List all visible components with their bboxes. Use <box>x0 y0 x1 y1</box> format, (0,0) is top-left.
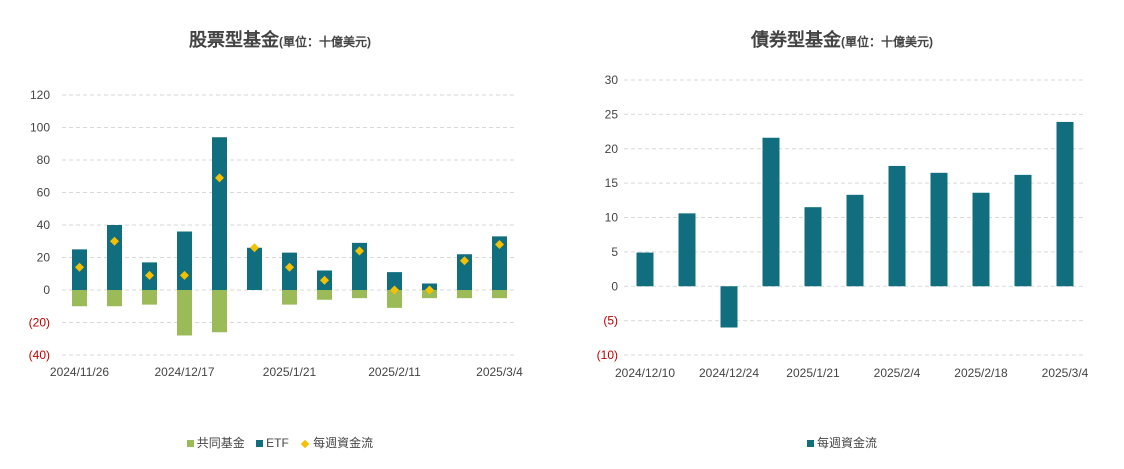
bond-y-tick-label: 0 <box>611 279 618 293</box>
equity-bar-mutual-fund <box>352 290 367 299</box>
equity-bar-mutual-fund <box>142 290 157 305</box>
bond-chart-unit: (單位：十億美元) <box>841 35 933 49</box>
bond-y-tick-label: 20 <box>605 142 619 156</box>
bond-y-tick-label: 10 <box>605 211 619 225</box>
equity-bar-etf <box>107 225 122 290</box>
bond-bar-weekly-flow <box>636 252 654 287</box>
equity-x-tick-label: 2024/11/26 <box>50 365 109 379</box>
bond-x-tick-label: 2025/2/4 <box>874 366 921 380</box>
bond-x-tick-label: 2025/2/18 <box>954 366 1008 380</box>
bond-y-tick-label: (5) <box>603 314 618 328</box>
legend-label-bond-weekly-flow: 每週資金流 <box>816 436 877 450</box>
equity-bar-etf <box>387 272 402 290</box>
equity-y-tick-label: 80 <box>37 153 51 167</box>
mutual-fund-swatch <box>186 440 194 448</box>
bond-x-tick-label: 2025/1/21 <box>786 366 840 380</box>
bond-weekly-flow-swatch <box>806 440 814 448</box>
weekly-flow-diamond-swatch <box>300 439 310 449</box>
equity-chart-unit: (單位：十億美元) <box>279 35 371 49</box>
equity-bar-etf <box>177 231 192 290</box>
equity-marker-weekly-flow <box>495 240 504 249</box>
bond-y-tick-label: (10) <box>597 348 618 362</box>
equity-x-tick-label: 2025/3/4 <box>476 365 523 379</box>
bond-y-tick-label: 25 <box>605 107 619 121</box>
equity-y-tick-label: 40 <box>37 218 51 232</box>
equity-x-tick-label: 2024/12/17 <box>154 365 214 379</box>
legend-item-mutual-fund: 共同基金 <box>186 434 245 451</box>
legend-label-etf: ETF <box>266 435 289 450</box>
equity-bar-mutual-fund <box>492 290 507 299</box>
bond-x-tick-label: 2024/12/10 <box>615 366 675 380</box>
equity-y-tick-label: 60 <box>37 186 51 200</box>
bond-bar-weekly-flow <box>888 165 906 287</box>
bond-bar-weekly-flow <box>1014 174 1032 287</box>
legend-item-bond-weekly-flow: 每週資金流 <box>806 434 877 451</box>
equity-fund-chart-panel: 股票型基金(單位：十億美元) (40) (20) 0 20 40 60 80 100 120 20… <box>0 0 560 469</box>
bond-bar-weekly-flow <box>846 194 864 287</box>
equity-marker-weekly-flow <box>110 236 119 246</box>
equity-y-tick-label: (40) <box>29 348 50 362</box>
equity-bar-mutual-fund <box>317 290 332 300</box>
equity-marker-weekly-flow <box>355 246 364 256</box>
legend-item-weekly-flow: 每週資金流 <box>300 434 373 451</box>
bond-x-tick-label: 2025/3/4 <box>1042 366 1089 380</box>
equity-chart-plot: (40) (20) 0 20 40 60 80 100 120 2024/11/26 2024/12… <box>29 88 524 379</box>
equity-bar-mutual-fund <box>457 290 472 299</box>
equity-bar-etf <box>352 242 367 290</box>
bond-bar-weekly-flow <box>720 286 738 328</box>
bond-chart-legend: 每週資金流 <box>560 434 1124 451</box>
bond-chart-title-text: 債券型基金 <box>751 30 841 50</box>
bond-y-tick-label: 15 <box>605 176 619 190</box>
legend-label-mutual-fund: 共同基金 <box>196 436 245 450</box>
equity-bar-etf <box>492 236 507 290</box>
bond-bar-weekly-flow <box>678 213 696 287</box>
equity-bar-mutual-fund <box>177 290 192 336</box>
equity-marker-weekly-flow <box>75 262 84 272</box>
equity-x-tick-label: 2025/2/11 <box>368 365 421 379</box>
equity-marker-weekly-flow <box>320 275 329 285</box>
bond-fund-chart-panel: 債券型基金(單位：十億美元) (10) (5) 0 5 10 15 20 25 30 2024/1… <box>560 0 1124 469</box>
equity-y-tick-label: 100 <box>30 121 50 135</box>
equity-y-tick-label: 20 <box>37 251 51 265</box>
etf-swatch <box>256 439 264 447</box>
equity-bar-mutual-fund <box>72 290 87 307</box>
bond-x-tick-label: 2024/12/24 <box>699 366 759 380</box>
equity-bar-mutual-fund <box>212 290 227 333</box>
equity-bar-mutual-fund <box>282 290 297 305</box>
bond-chart-title: 債券型基金(單位：十億美元) <box>560 26 1124 52</box>
bond-bar-weekly-flow <box>972 192 990 287</box>
equity-y-tick-label: (20) <box>29 316 50 330</box>
equity-marker-weekly-flow <box>460 256 469 266</box>
equity-bar-etf <box>457 254 472 290</box>
equity-marker-weekly-flow <box>145 270 154 280</box>
equity-chart-title: 股票型基金(單位：十億美元) <box>0 26 560 52</box>
equity-marker-weekly-flow <box>285 262 294 272</box>
equity-marker-weekly-flow <box>425 285 434 295</box>
equity-bar-etf <box>212 137 227 290</box>
equity-y-tick-label: 120 <box>30 88 50 102</box>
equity-marker-weekly-flow <box>180 270 189 280</box>
bond-chart-plot: (10) (5) 0 5 10 15 20 25 30 2024/12/10 2024/12/24 2… <box>597 73 1089 380</box>
equity-bar-mutual-fund <box>107 290 122 307</box>
equity-bar-mutual-fund <box>387 290 402 308</box>
legend-label-weekly-flow: 每週資金流 <box>313 436 374 450</box>
bond-bar-weekly-flow <box>1056 121 1074 287</box>
bond-bar-weekly-flow <box>930 172 948 287</box>
equity-marker-weekly-flow <box>215 173 224 183</box>
equity-chart-title-text: 股票型基金 <box>189 30 279 50</box>
bond-bar-weekly-flow <box>804 207 822 287</box>
equity-bar-etf <box>247 247 262 290</box>
equity-chart-legend: 共同基金 ETF 每週資金流 <box>0 434 560 451</box>
equity-marker-weekly-flow <box>250 243 259 253</box>
equity-x-tick-label: 2025/1/21 <box>263 365 317 379</box>
bond-y-tick-label: 5 <box>611 245 618 259</box>
bond-y-tick-label: 30 <box>605 73 619 87</box>
equity-y-tick-label: 0 <box>43 283 50 297</box>
equity-marker-weekly-flow <box>390 285 399 295</box>
legend-item-etf: ETF <box>256 436 289 450</box>
bond-bar-weekly-flow <box>762 137 780 287</box>
